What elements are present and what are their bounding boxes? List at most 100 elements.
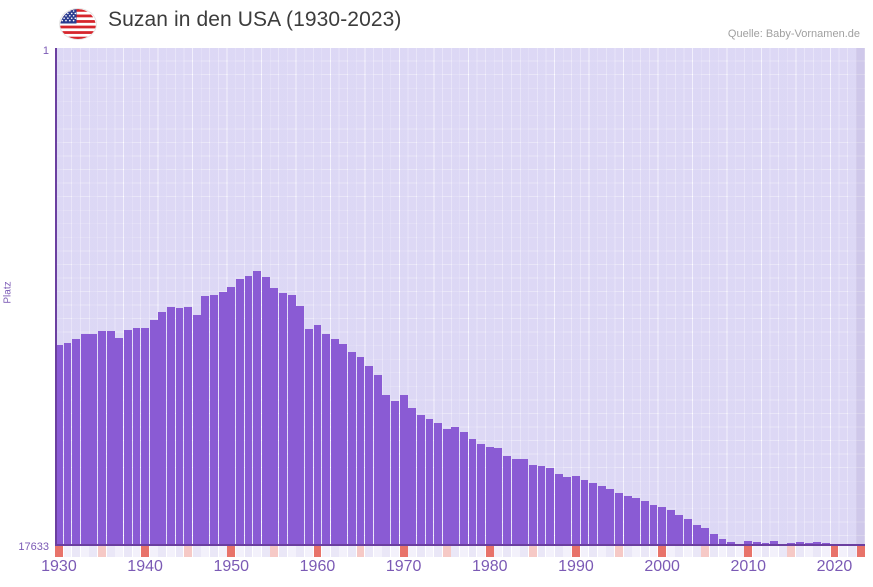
bar-1952[interactable] <box>244 276 253 545</box>
bar-1997[interactable] <box>632 498 641 545</box>
bar-1968[interactable] <box>382 395 391 545</box>
bar-2002[interactable] <box>675 515 684 545</box>
x-tick-half-decade-2005 <box>701 546 710 557</box>
bar-1951[interactable] <box>235 279 244 545</box>
bar-2010[interactable] <box>744 541 753 545</box>
x-tick-minor-1959 <box>304 546 313 557</box>
bar-1932[interactable] <box>72 339 81 545</box>
bar-2007[interactable] <box>718 539 727 545</box>
x-axis-label-1950: 1950 <box>213 558 250 575</box>
bar-1946[interactable] <box>192 315 201 545</box>
bar-1960[interactable] <box>313 325 322 545</box>
bar-1954[interactable] <box>261 277 270 545</box>
bar-1973[interactable] <box>425 419 434 545</box>
x-tick-minor-1958 <box>296 546 305 557</box>
bar-1970[interactable] <box>399 395 408 545</box>
bar-1967[interactable] <box>373 375 382 545</box>
bar-1976[interactable] <box>451 427 460 545</box>
bar-1956[interactable] <box>279 293 287 545</box>
bar-2005[interactable] <box>701 528 710 545</box>
bar-1989[interactable] <box>563 477 572 545</box>
bar-1986[interactable] <box>537 466 546 545</box>
bar-1982[interactable] <box>503 456 511 545</box>
bar-2016[interactable] <box>796 542 804 545</box>
bar-1965[interactable] <box>356 357 365 545</box>
bar-1993[interactable] <box>597 486 606 545</box>
bar-2001[interactable] <box>666 510 675 545</box>
bar-1934[interactable] <box>89 334 98 545</box>
bar-1940[interactable] <box>141 328 150 545</box>
bar-1977[interactable] <box>460 432 468 545</box>
bar-1937[interactable] <box>115 338 124 545</box>
bar-1984[interactable] <box>520 459 529 545</box>
bar-1966[interactable] <box>365 366 374 545</box>
bar-1947[interactable] <box>201 296 210 545</box>
x-axis-line <box>55 544 865 546</box>
bar-1939[interactable] <box>132 328 141 545</box>
x-tick-minor-2007 <box>718 546 727 557</box>
bar-1975[interactable] <box>442 429 451 545</box>
bar-2013[interactable] <box>770 541 779 545</box>
bar-2003[interactable] <box>684 519 692 545</box>
bar-1931[interactable] <box>63 343 72 545</box>
x-tick-minor-1979 <box>477 546 486 557</box>
x-tick-minor-1963 <box>339 546 348 557</box>
bar-1959[interactable] <box>304 329 313 545</box>
bar-1971[interactable] <box>408 408 417 545</box>
bar-1963[interactable] <box>339 344 348 545</box>
bar-1987[interactable] <box>546 468 555 545</box>
bar-1978[interactable] <box>468 439 477 545</box>
bar-2011[interactable] <box>752 542 761 545</box>
bar-1990[interactable] <box>572 476 580 545</box>
bar-1941[interactable] <box>149 320 158 545</box>
bar-1945[interactable] <box>184 307 193 545</box>
bar-1979[interactable] <box>477 444 486 545</box>
x-tick-minor-1967 <box>373 546 382 557</box>
bar-1985[interactable] <box>528 465 537 545</box>
bar-1935[interactable] <box>98 331 106 545</box>
page-title: Suzan in den USA (1930-2023) <box>108 8 402 31</box>
x-tick-minor-1971 <box>408 546 417 557</box>
bar-1969[interactable] <box>391 401 399 545</box>
x-tick-minor-1954 <box>261 546 270 557</box>
bar-1999[interactable] <box>649 505 658 545</box>
x-axis-label-1940: 1940 <box>127 558 163 575</box>
bar-1943[interactable] <box>167 307 175 545</box>
bar-1933[interactable] <box>80 334 89 545</box>
bar-1998[interactable] <box>640 501 649 545</box>
bar-1974[interactable] <box>434 423 442 545</box>
bar-2004[interactable] <box>692 525 701 545</box>
x-tick-minor-1943 <box>167 546 175 557</box>
bar-2008[interactable] <box>727 542 735 545</box>
bar-1980[interactable] <box>485 447 494 545</box>
bar-1930[interactable] <box>55 345 63 545</box>
bar-1949[interactable] <box>218 292 227 545</box>
bar-1962[interactable] <box>330 339 339 545</box>
bar-1981[interactable] <box>494 448 503 545</box>
bar-1950[interactable] <box>227 287 236 545</box>
bar-1958[interactable] <box>296 306 305 545</box>
bar-1983[interactable] <box>511 459 520 545</box>
bar-1994[interactable] <box>606 489 615 545</box>
bar-1948[interactable] <box>210 295 218 545</box>
bar-1953[interactable] <box>253 271 262 545</box>
bar-2006[interactable] <box>709 534 718 545</box>
x-tick-minor-1931 <box>63 546 72 557</box>
x-tick-minor-1944 <box>175 546 184 557</box>
bar-2000[interactable] <box>658 507 667 545</box>
bar-1995[interactable] <box>615 493 623 545</box>
bar-1972[interactable] <box>416 415 425 545</box>
bar-1944[interactable] <box>175 308 184 545</box>
bar-1942[interactable] <box>158 312 167 545</box>
bar-1991[interactable] <box>580 480 589 545</box>
bar-1992[interactable] <box>589 483 598 545</box>
bar-1964[interactable] <box>347 352 356 545</box>
bar-1996[interactable] <box>623 496 632 545</box>
bar-1957[interactable] <box>287 295 296 545</box>
bar-1936[interactable] <box>106 331 115 545</box>
bar-1988[interactable] <box>554 474 563 545</box>
bar-1961[interactable] <box>322 334 330 545</box>
bar-1955[interactable] <box>270 288 279 545</box>
bar-2018[interactable] <box>813 542 822 545</box>
bar-1938[interactable] <box>123 330 132 545</box>
